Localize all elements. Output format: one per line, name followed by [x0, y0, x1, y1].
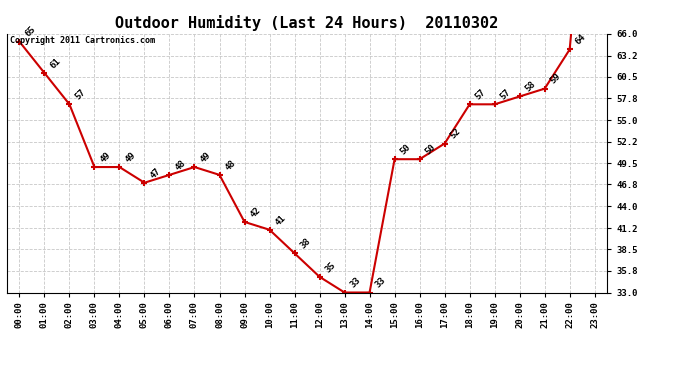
- Text: 35: 35: [324, 260, 337, 274]
- Text: 48: 48: [174, 158, 188, 172]
- Text: 64: 64: [574, 33, 588, 46]
- Text: 61: 61: [48, 56, 63, 70]
- Text: 33: 33: [374, 276, 388, 290]
- Text: 48: 48: [224, 158, 237, 172]
- Text: 52: 52: [448, 127, 463, 141]
- Text: 58: 58: [524, 80, 538, 94]
- Text: 99: 99: [0, 374, 1, 375]
- Text: Copyright 2011 Cartronics.com: Copyright 2011 Cartronics.com: [10, 36, 155, 45]
- Text: 49: 49: [99, 150, 112, 164]
- Text: 50: 50: [424, 142, 437, 156]
- Text: 33: 33: [348, 276, 363, 290]
- Text: 38: 38: [299, 237, 313, 250]
- Title: Outdoor Humidity (Last 24 Hours)  20110302: Outdoor Humidity (Last 24 Hours) 2011030…: [115, 15, 499, 31]
- Text: 47: 47: [148, 166, 163, 180]
- Text: 49: 49: [124, 150, 137, 164]
- Text: 49: 49: [199, 150, 213, 164]
- Text: 41: 41: [274, 213, 288, 227]
- Text: 57: 57: [474, 88, 488, 102]
- Text: 65: 65: [23, 25, 37, 39]
- Text: 57: 57: [499, 88, 513, 102]
- Text: 50: 50: [399, 142, 413, 156]
- Text: 59: 59: [549, 72, 563, 86]
- Text: 42: 42: [248, 205, 263, 219]
- Text: 57: 57: [74, 88, 88, 102]
